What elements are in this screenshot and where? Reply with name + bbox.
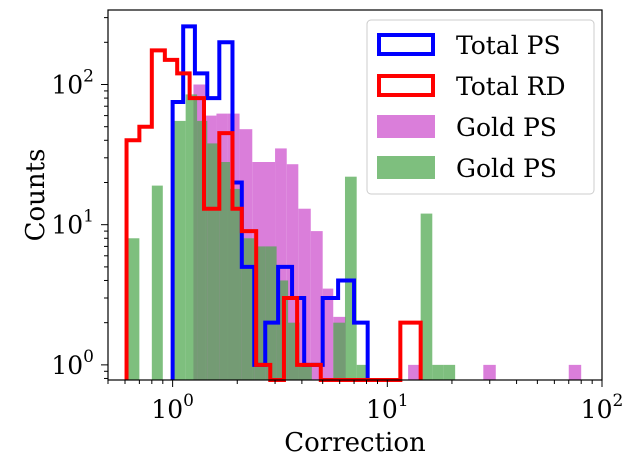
bar-gold-ps-0-15 [568,364,582,380]
bar-gold-ps-1-3 [185,94,198,381]
y-tick-label: 100 [51,347,94,380]
bar-gold-ps-1-9 [254,246,266,380]
bar-gold-ps-0-14 [483,364,496,380]
legend-swatch [377,115,435,138]
legend-label: Gold PS [456,154,557,183]
bar-gold-ps-1-6 [219,162,230,380]
bar-gold-ps-0-13 [408,364,421,380]
x-axis-ticks: 100 101 102 [107,380,624,424]
bar-gold-ps-1-15 [344,176,357,380]
bar-gold-ps-1-2 [172,120,186,380]
bar-gold-ps-0-9 [298,208,311,380]
step-line-total-rd [124,48,423,382]
bar-gold-ps-1-7 [229,188,242,380]
legend-label: Gold PS [456,113,557,142]
y-tick-label: 102 [51,67,94,100]
y-axis-ticks: 100 101 102 [51,17,108,380]
bar-gold-ps-0-11 [322,288,334,380]
bar-gold-ps-1-10 [265,246,277,380]
x-axis-title: Correction [284,428,426,458]
bar-gold-ps-1-0 [126,238,140,380]
bar-gold-ps-1-8 [241,238,255,380]
bar-gold-ps-1-19 [443,364,456,380]
bar-gold-ps-1-14 [333,322,345,380]
legend: Total PS Total RD Gold PS Gold PS [366,19,595,195]
y-tick-label: 101 [51,207,94,240]
plot-frame [107,9,603,381]
plot-steps [124,24,423,382]
bar-gold-ps-1-13 [299,364,312,380]
bar-gold-ps-1-1 [151,185,163,380]
bar-gold-ps-1-4 [197,120,208,380]
bar-gold-ps-1-12 [288,322,300,380]
bar-gold-ps-1-16 [356,364,368,380]
bar-gold-ps-1-18 [432,364,444,380]
x-tick-label: 100 [151,391,194,424]
bar-gold-ps-1-5 [207,143,220,380]
legend-swatch [377,156,435,179]
bar-gold-ps-1-17 [420,213,433,380]
x-tick-label: 101 [366,391,409,424]
bar-gold-ps-0-10 [310,231,323,380]
legend-label: Total PS [456,31,561,60]
y-axis-title: Counts [21,149,51,242]
legend-label: Total RD [456,72,566,101]
bar-gold-ps-0-7 [275,148,287,380]
x-tick-label: 102 [581,391,624,424]
legend-swatch [377,74,435,97]
legend-box [366,19,595,195]
legend-swatch [377,33,435,56]
